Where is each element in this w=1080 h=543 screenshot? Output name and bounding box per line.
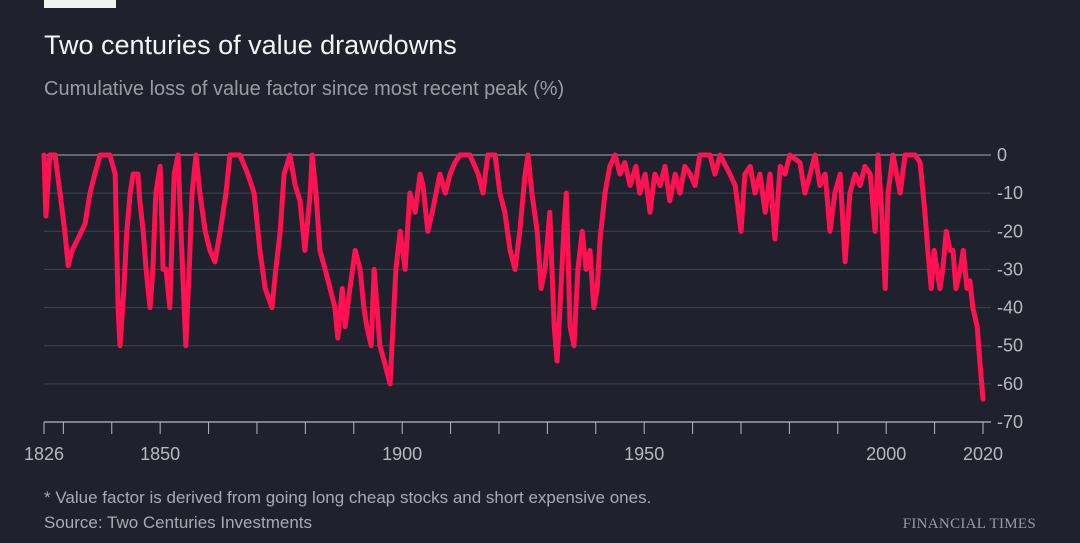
- series-line: [41, 152, 986, 402]
- y-tick-label: 0: [997, 145, 1007, 165]
- x-tick-label: 1850: [140, 444, 180, 464]
- drawdown-line: [41, 152, 986, 402]
- x-axis: 1826 1850 1900 1950 2000 2020: [24, 421, 1003, 464]
- x-tick-label: 2000: [866, 444, 906, 464]
- ft-logo: FINANCIAL TIMES: [902, 516, 1036, 532]
- y-axis-labels: 0 -10 -20 -30 -40 -50 -60 -70: [997, 145, 1023, 432]
- ft-accent-bar: [44, 0, 116, 8]
- x-tick-label: 2020: [963, 444, 1003, 464]
- chart-title: Two centuries of value drawdowns: [44, 30, 457, 60]
- line-chart: 1826 1850 1900 1950 2000 2020 0 -10 -20 -30 -40 -5…: [24, 145, 1023, 464]
- x-tick-label: 1900: [382, 444, 422, 464]
- x-tick-label: 1950: [624, 444, 664, 464]
- y-tick-label: -60: [997, 374, 1023, 394]
- footnote: * Value factor is derived from going lon…: [44, 488, 652, 507]
- y-tick-label: -20: [997, 221, 1023, 241]
- x-tick-label: 1826: [24, 444, 64, 464]
- y-tick-label: -10: [997, 183, 1023, 203]
- source-note: Source: Two Centuries Investments: [44, 513, 313, 532]
- chart-subtitle: Cumulative loss of value factor since mo…: [44, 78, 565, 100]
- y-tick-label: -40: [997, 298, 1023, 318]
- y-tick-label: -30: [997, 259, 1023, 279]
- y-tick-label: -70: [997, 412, 1023, 432]
- y-tick-label: -50: [997, 336, 1023, 356]
